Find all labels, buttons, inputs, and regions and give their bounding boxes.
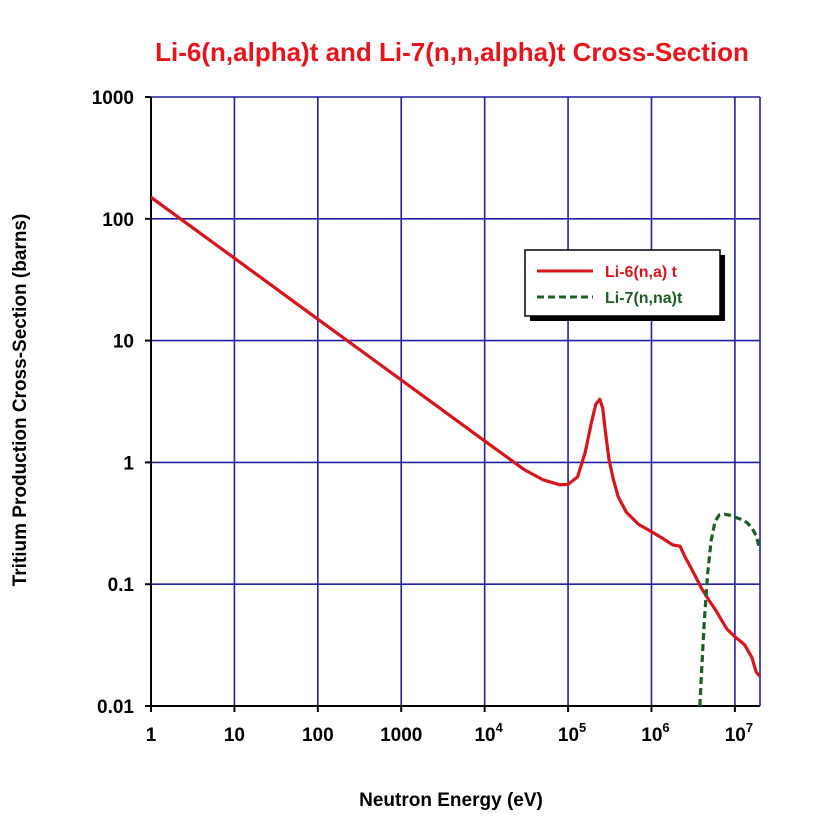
x-tick-label: 1000	[380, 725, 422, 746]
plot-area	[151, 195, 760, 707]
y-tick-label: 100	[102, 210, 134, 231]
x-tick-label: 10	[224, 725, 245, 746]
grid	[150, 96, 761, 707]
series-line-1	[151, 195, 760, 678]
x-tick-label: 104	[474, 720, 503, 746]
y-tick-label: 0.01	[97, 697, 134, 718]
x-tick-label: 1	[146, 725, 157, 746]
legend-label-1: Li-6(n,a) t	[605, 264, 678, 281]
chart-title: Li-6(n,alpha)t and Li-7(n,n,alpha)t Cros…	[155, 37, 749, 67]
series-line-2	[698, 512, 760, 707]
axes: 1 10 100 1000 104 105 106 107 1000 100 10 1 0.1 0.01	[92, 88, 760, 746]
x-tick-label: 107	[725, 720, 753, 746]
x-axis-label: Neutron Energy (eV)	[359, 790, 543, 811]
y-tick-label: 1000	[92, 88, 134, 109]
y-tick-label: 1	[123, 453, 134, 474]
y-tick-label: 10	[113, 332, 134, 353]
legend-label-2: Li-7(n,na)t	[605, 290, 683, 307]
y-axis-label: Tritium Production Cross-Section (barns)	[10, 214, 31, 587]
x-tick-label: 100	[302, 725, 334, 746]
legend: Li-6(n,a) t Li-7(n,na)t	[524, 249, 725, 321]
y-tick-label: 0.1	[108, 575, 135, 596]
x-tick-label: 105	[558, 720, 586, 746]
legend-box	[524, 249, 721, 317]
x-tick-label: 106	[641, 720, 669, 746]
